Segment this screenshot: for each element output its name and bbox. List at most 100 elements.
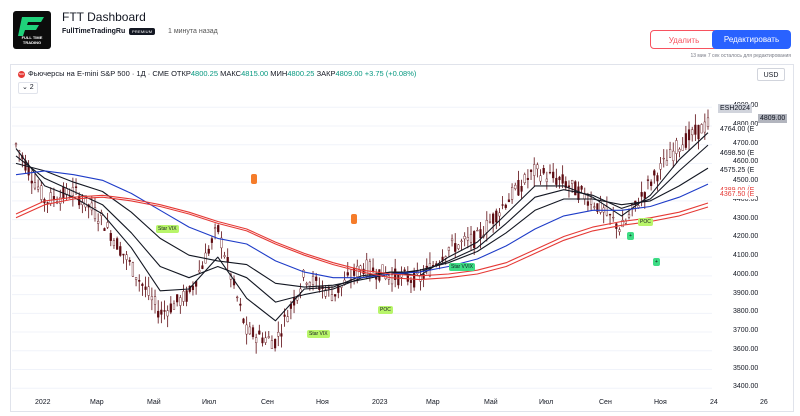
- candle-body: [176, 294, 179, 303]
- candle-body: [703, 121, 706, 133]
- candle-body: [242, 318, 245, 323]
- time-axis-label: 2022: [35, 399, 51, 406]
- price-axis-label: 4400.00: [733, 195, 759, 203]
- candle-body: [668, 149, 672, 158]
- author-link[interactable]: FullTimeTradingRu: [62, 28, 126, 35]
- candle-body: [128, 260, 131, 262]
- delete-button[interactable]: Удалить: [650, 30, 718, 49]
- candle-body: [103, 228, 106, 231]
- candle-body: [251, 327, 255, 337]
- candle-body: [286, 316, 289, 322]
- candle-body: [166, 310, 169, 317]
- candle-body: [40, 185, 43, 200]
- time-axis-label: 2023: [372, 399, 388, 406]
- candle-body: [700, 124, 703, 134]
- candle-body: [359, 265, 362, 271]
- currency-selector[interactable]: USD: [757, 68, 785, 81]
- candle-body: [580, 185, 583, 190]
- logo-mark-icon: [18, 17, 44, 36]
- symbol-title[interactable]: Фьючерсы на E-mini S&P 500 · 1Д · CME: [28, 69, 169, 78]
- candle-body: [144, 286, 147, 290]
- edit-time-note: 13 мин 7 сек осталось для редактирования: [690, 53, 791, 59]
- candle-body: [324, 289, 327, 297]
- candle-body: [14, 143, 18, 146]
- candle-body: [552, 171, 555, 179]
- candle-body: [274, 339, 277, 349]
- high-key: МАКС: [220, 69, 242, 78]
- candle-body: [191, 285, 195, 291]
- price-axis-label: 4800.00: [733, 121, 758, 128]
- price-axis-label: 3400.00: [733, 383, 759, 391]
- candle-body: [495, 210, 498, 223]
- candle-body: [248, 326, 251, 335]
- open-key: ОТКР: [171, 69, 191, 78]
- time-axis-label: Сен: [599, 399, 612, 406]
- publish-time: 1 минута назад: [168, 28, 218, 35]
- signal-marker[interactable]: POC: [378, 306, 393, 314]
- candle-body: [691, 129, 694, 136]
- candle-body: [529, 169, 533, 172]
- candle-body: [463, 236, 466, 240]
- price-tag: 4809.00: [758, 114, 788, 123]
- candle-body: [504, 204, 507, 208]
- candle-body: [255, 337, 258, 343]
- signal-marker[interactable]: Star VIX: [156, 225, 179, 233]
- candle-body: [476, 230, 479, 232]
- series-line-3: [15, 162, 709, 288]
- price-axis-label: 4300.00: [733, 214, 759, 222]
- candle-body: [501, 204, 504, 206]
- candle-body: [308, 282, 311, 287]
- price-axis-label: 4500.00: [733, 177, 759, 185]
- candle-body: [425, 265, 428, 268]
- candle-body: [466, 237, 469, 241]
- series-line-4: [15, 170, 709, 279]
- signal-marker[interactable]: POC: [638, 218, 653, 226]
- price-tag: 4764.00 (E: [718, 125, 757, 134]
- candle-body: [330, 294, 334, 301]
- candle-body: [507, 199, 511, 203]
- candle-body: [479, 229, 482, 239]
- candle-body: [498, 212, 501, 217]
- candle-body: [687, 129, 691, 141]
- series-line-5: [15, 194, 709, 277]
- signal-marker[interactable]: Star VIX: [307, 330, 330, 338]
- candle-body: [172, 303, 176, 310]
- close-value: 4809.00: [335, 69, 363, 78]
- candle-body: [46, 202, 49, 204]
- time-axis-label: Июл: [202, 399, 217, 406]
- candle-body: [444, 256, 447, 259]
- signal-marker[interactable]: +: [627, 232, 634, 240]
- price-axis-label: 3700.00: [733, 327, 759, 335]
- candle-body: [27, 166, 30, 176]
- candle-body: [134, 277, 138, 280]
- candle-body: [236, 296, 239, 299]
- candle-body: [605, 206, 608, 216]
- signal-marker[interactable]: +: [653, 258, 660, 266]
- candle-body: [299, 288, 302, 293]
- signal-marker[interactable]: Star VVIX: [449, 263, 475, 271]
- candle-body: [201, 265, 204, 269]
- high-value: 4815.00: [241, 69, 269, 78]
- candle-body: [147, 286, 150, 296]
- candle-body: [681, 144, 684, 151]
- candle-body: [226, 257, 229, 263]
- time-axis-label: Май: [147, 399, 161, 406]
- candle-body: [409, 280, 413, 283]
- indicators-collapse-toggle[interactable]: ⌄ 2: [18, 82, 38, 94]
- price-axis-label: 3500.00: [733, 364, 759, 372]
- alert-marker-icon[interactable]: [251, 174, 257, 184]
- candle-body: [261, 337, 264, 344]
- candle-body: [627, 213, 631, 218]
- candle-body: [198, 270, 201, 273]
- candle-body: [656, 175, 659, 182]
- candle-body: [643, 192, 646, 199]
- price-chart[interactable]: [12, 96, 712, 392]
- candle-body: [558, 176, 561, 181]
- candle-body: [49, 192, 52, 204]
- candle-body: [337, 285, 340, 293]
- candle-body: [125, 254, 128, 260]
- candle-body: [574, 181, 577, 196]
- chart-frame[interactable]: [10, 64, 794, 412]
- edit-button[interactable]: Редактировать: [712, 30, 791, 49]
- alert-marker-icon[interactable]: [351, 214, 357, 224]
